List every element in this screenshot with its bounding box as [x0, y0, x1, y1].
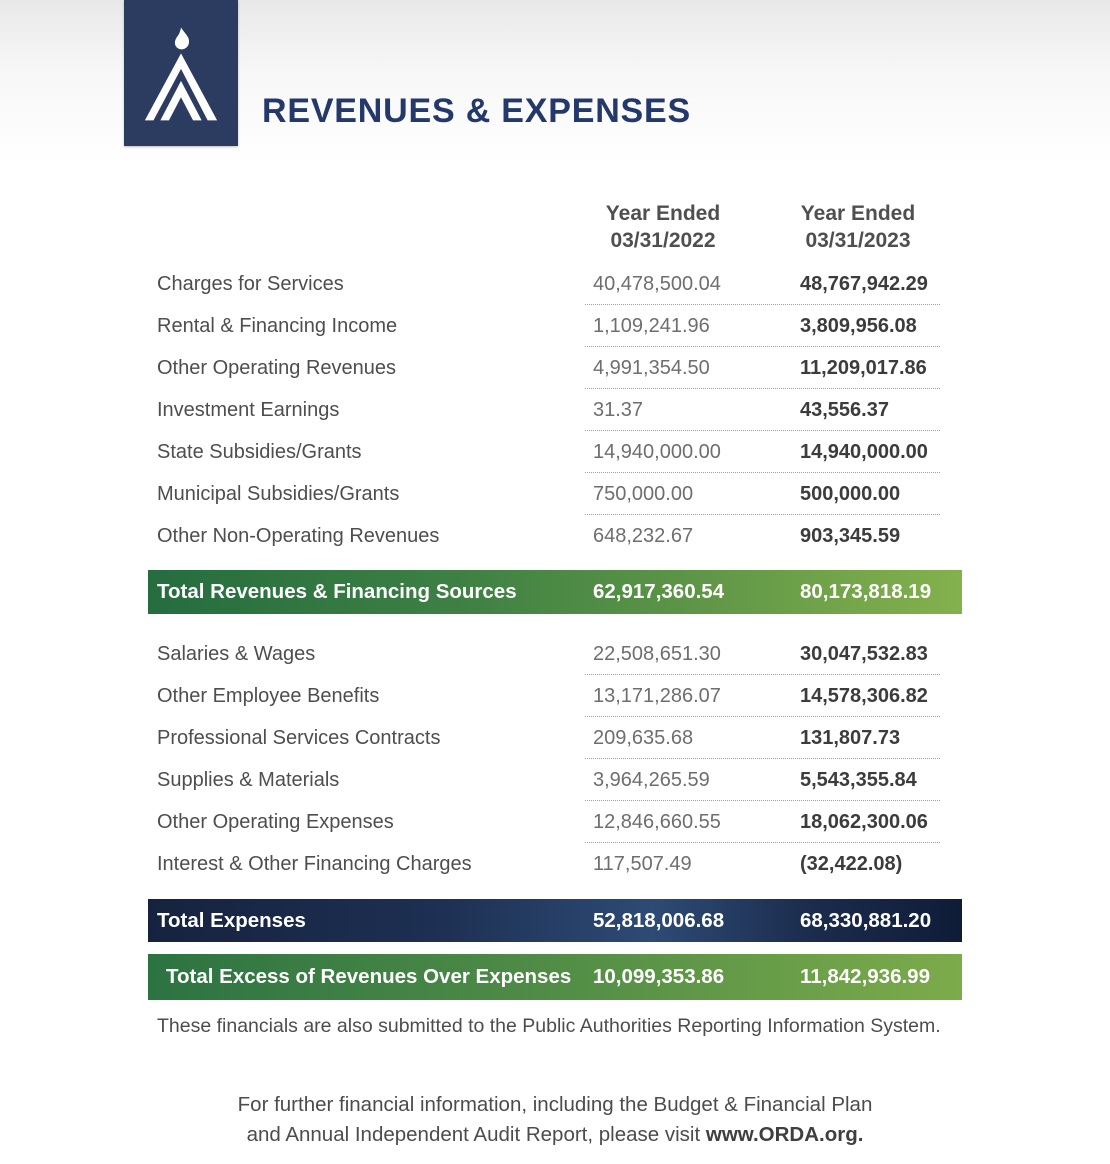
value-2022: 22,508,651.30	[593, 642, 721, 665]
value-2022: 750,000.00	[593, 482, 694, 505]
table-row: Other Employee Benefits 13,171,286.07 14…	[148, 675, 962, 717]
value-2022: 14,940,000.00	[593, 440, 721, 463]
total-label: Total Revenues & Financing Sources	[157, 580, 517, 603]
orda-torch-icon	[144, 27, 218, 121]
financial-table: Year Ended 03/31/2022 Year Ended 03/31/2…	[148, 196, 962, 1038]
row-label: Investment Earnings	[157, 398, 340, 421]
value-2023: 30,047,532.83	[800, 642, 928, 665]
column-header-2022: Year Ended 03/31/2022	[605, 202, 721, 253]
value-2023: 131,807.73	[800, 726, 901, 749]
table-row: Other Non-Operating Revenues 648,232.67 …	[148, 515, 962, 557]
row-separator	[585, 800, 940, 801]
row-label: Municipal Subsidies/Grants	[157, 482, 400, 505]
total-revenues-bar: Total Revenues & Financing Sources 62,91…	[148, 570, 962, 614]
total-excess-bar: Total Excess of Revenues Over Expenses 1…	[148, 954, 962, 1000]
total-label: Total Expenses	[157, 908, 306, 932]
row-label: Rental & Financing Income	[157, 314, 398, 337]
row-label: State Subsidies/Grants	[157, 440, 362, 463]
row-separator	[585, 716, 940, 717]
table-row: Interest & Other Financing Charges 117,5…	[148, 843, 962, 885]
column-headers: Year Ended 03/31/2022 Year Ended 03/31/2…	[148, 196, 962, 263]
row-label: Salaries & Wages	[157, 642, 316, 665]
total-value-2023: 80,173,818.19	[800, 580, 932, 603]
orda-url: www.ORDA.org.	[705, 1123, 864, 1146]
total-value-2022: 10,099,353.86	[593, 965, 725, 988]
row-label: Other Operating Expenses	[157, 810, 394, 833]
total-value-2023: 11,842,936.99	[800, 965, 930, 988]
row-label: Other Employee Benefits	[157, 684, 380, 707]
value-2022: 1,109,241.96	[593, 314, 710, 337]
table-row: Investment Earnings 31.37 43,556.37	[148, 389, 962, 431]
total-value-2022: 52,818,006.68	[593, 908, 725, 932]
row-separator	[585, 472, 940, 473]
row-label: Supplies & Materials	[157, 768, 340, 791]
table-row: State Subsidies/Grants 14,940,000.00 14,…	[148, 431, 962, 473]
row-label: Other Operating Revenues	[157, 356, 397, 379]
row-separator	[585, 304, 940, 305]
row-separator	[585, 346, 940, 347]
table-row: Professional Services Contracts 209,635.…	[148, 717, 962, 759]
table-row: Other Operating Expenses 12,846,660.55 1…	[148, 801, 962, 843]
table-row: Municipal Subsidies/Grants 750,000.00 50…	[148, 473, 962, 515]
value-2022: 3,964,265.59	[593, 768, 710, 791]
table-row: Charges for Services 40,478,500.04 48,76…	[148, 263, 962, 305]
value-2023: 48,767,942.29	[800, 272, 928, 295]
total-expenses-bar: Total Expenses 52,818,006.68 68,330,881.…	[148, 899, 962, 942]
table-row: Other Operating Revenues 4,991,354.50 11…	[148, 347, 962, 389]
row-label: Interest & Other Financing Charges	[157, 852, 472, 875]
row-separator	[585, 430, 940, 431]
value-2022: 648,232.67	[593, 524, 694, 547]
value-2023: (32,422.08)	[800, 852, 903, 875]
footer-line1: For further financial information, inclu…	[237, 1093, 873, 1116]
value-2023: 11,209,017.86	[800, 356, 927, 379]
table-row: Salaries & Wages 22,508,651.30 30,047,53…	[148, 633, 962, 675]
value-2023: 43,556.37	[800, 398, 889, 421]
value-2023: 903,345.59	[800, 524, 901, 547]
table-row: Supplies & Materials 3,964,265.59 5,543,…	[148, 759, 962, 801]
value-2022: 209,635.68	[593, 726, 694, 749]
value-2023: 500,000.00	[800, 482, 901, 505]
value-2023: 14,578,306.82	[800, 684, 928, 707]
value-2022: 117,507.49	[593, 852, 692, 875]
footer-line2-prefix: and Annual Independent Audit Report, ple…	[246, 1123, 706, 1146]
value-2022: 13,171,286.07	[593, 684, 721, 707]
total-value-2022: 62,917,360.54	[593, 580, 725, 603]
footer-paragraph: For further financial information, inclu…	[0, 1090, 1110, 1150]
row-separator	[585, 758, 940, 759]
total-label: Total Excess of Revenues Over Expenses	[166, 965, 572, 988]
value-2022: 4,991,354.50	[593, 356, 710, 379]
revenue-rows: Charges for Services 40,478,500.04 48,76…	[148, 263, 962, 557]
row-separator	[585, 674, 940, 675]
row-label: Professional Services Contracts	[157, 726, 441, 749]
value-2022: 40,478,500.04	[593, 272, 721, 295]
page-title: REVENUES & EXPENSES	[262, 92, 691, 130]
orda-logo-tile	[124, 0, 238, 146]
value-2023: 14,940,000.00	[800, 440, 928, 463]
value-2022: 12,846,660.55	[593, 810, 721, 833]
value-2023: 18,062,300.06	[800, 810, 928, 833]
row-label: Other Non-Operating Revenues	[157, 524, 440, 547]
paris-footnote: These financials are also submitted to t…	[157, 1015, 941, 1037]
row-separator	[585, 388, 940, 389]
value-2023: 3,809,956.08	[800, 314, 917, 337]
expense-rows: Salaries & Wages 22,508,651.30 30,047,53…	[148, 633, 962, 885]
value-2022: 31.37	[593, 398, 644, 421]
value-2023: 5,543,355.84	[800, 768, 917, 791]
row-label: Charges for Services	[157, 272, 344, 295]
column-header-2023: Year Ended 03/31/2023	[800, 202, 916, 253]
row-separator	[585, 514, 940, 515]
table-row: Rental & Financing Income 1,109,241.96 3…	[148, 305, 962, 347]
row-separator	[585, 842, 940, 843]
total-value-2023: 68,330,881.20	[800, 908, 932, 932]
